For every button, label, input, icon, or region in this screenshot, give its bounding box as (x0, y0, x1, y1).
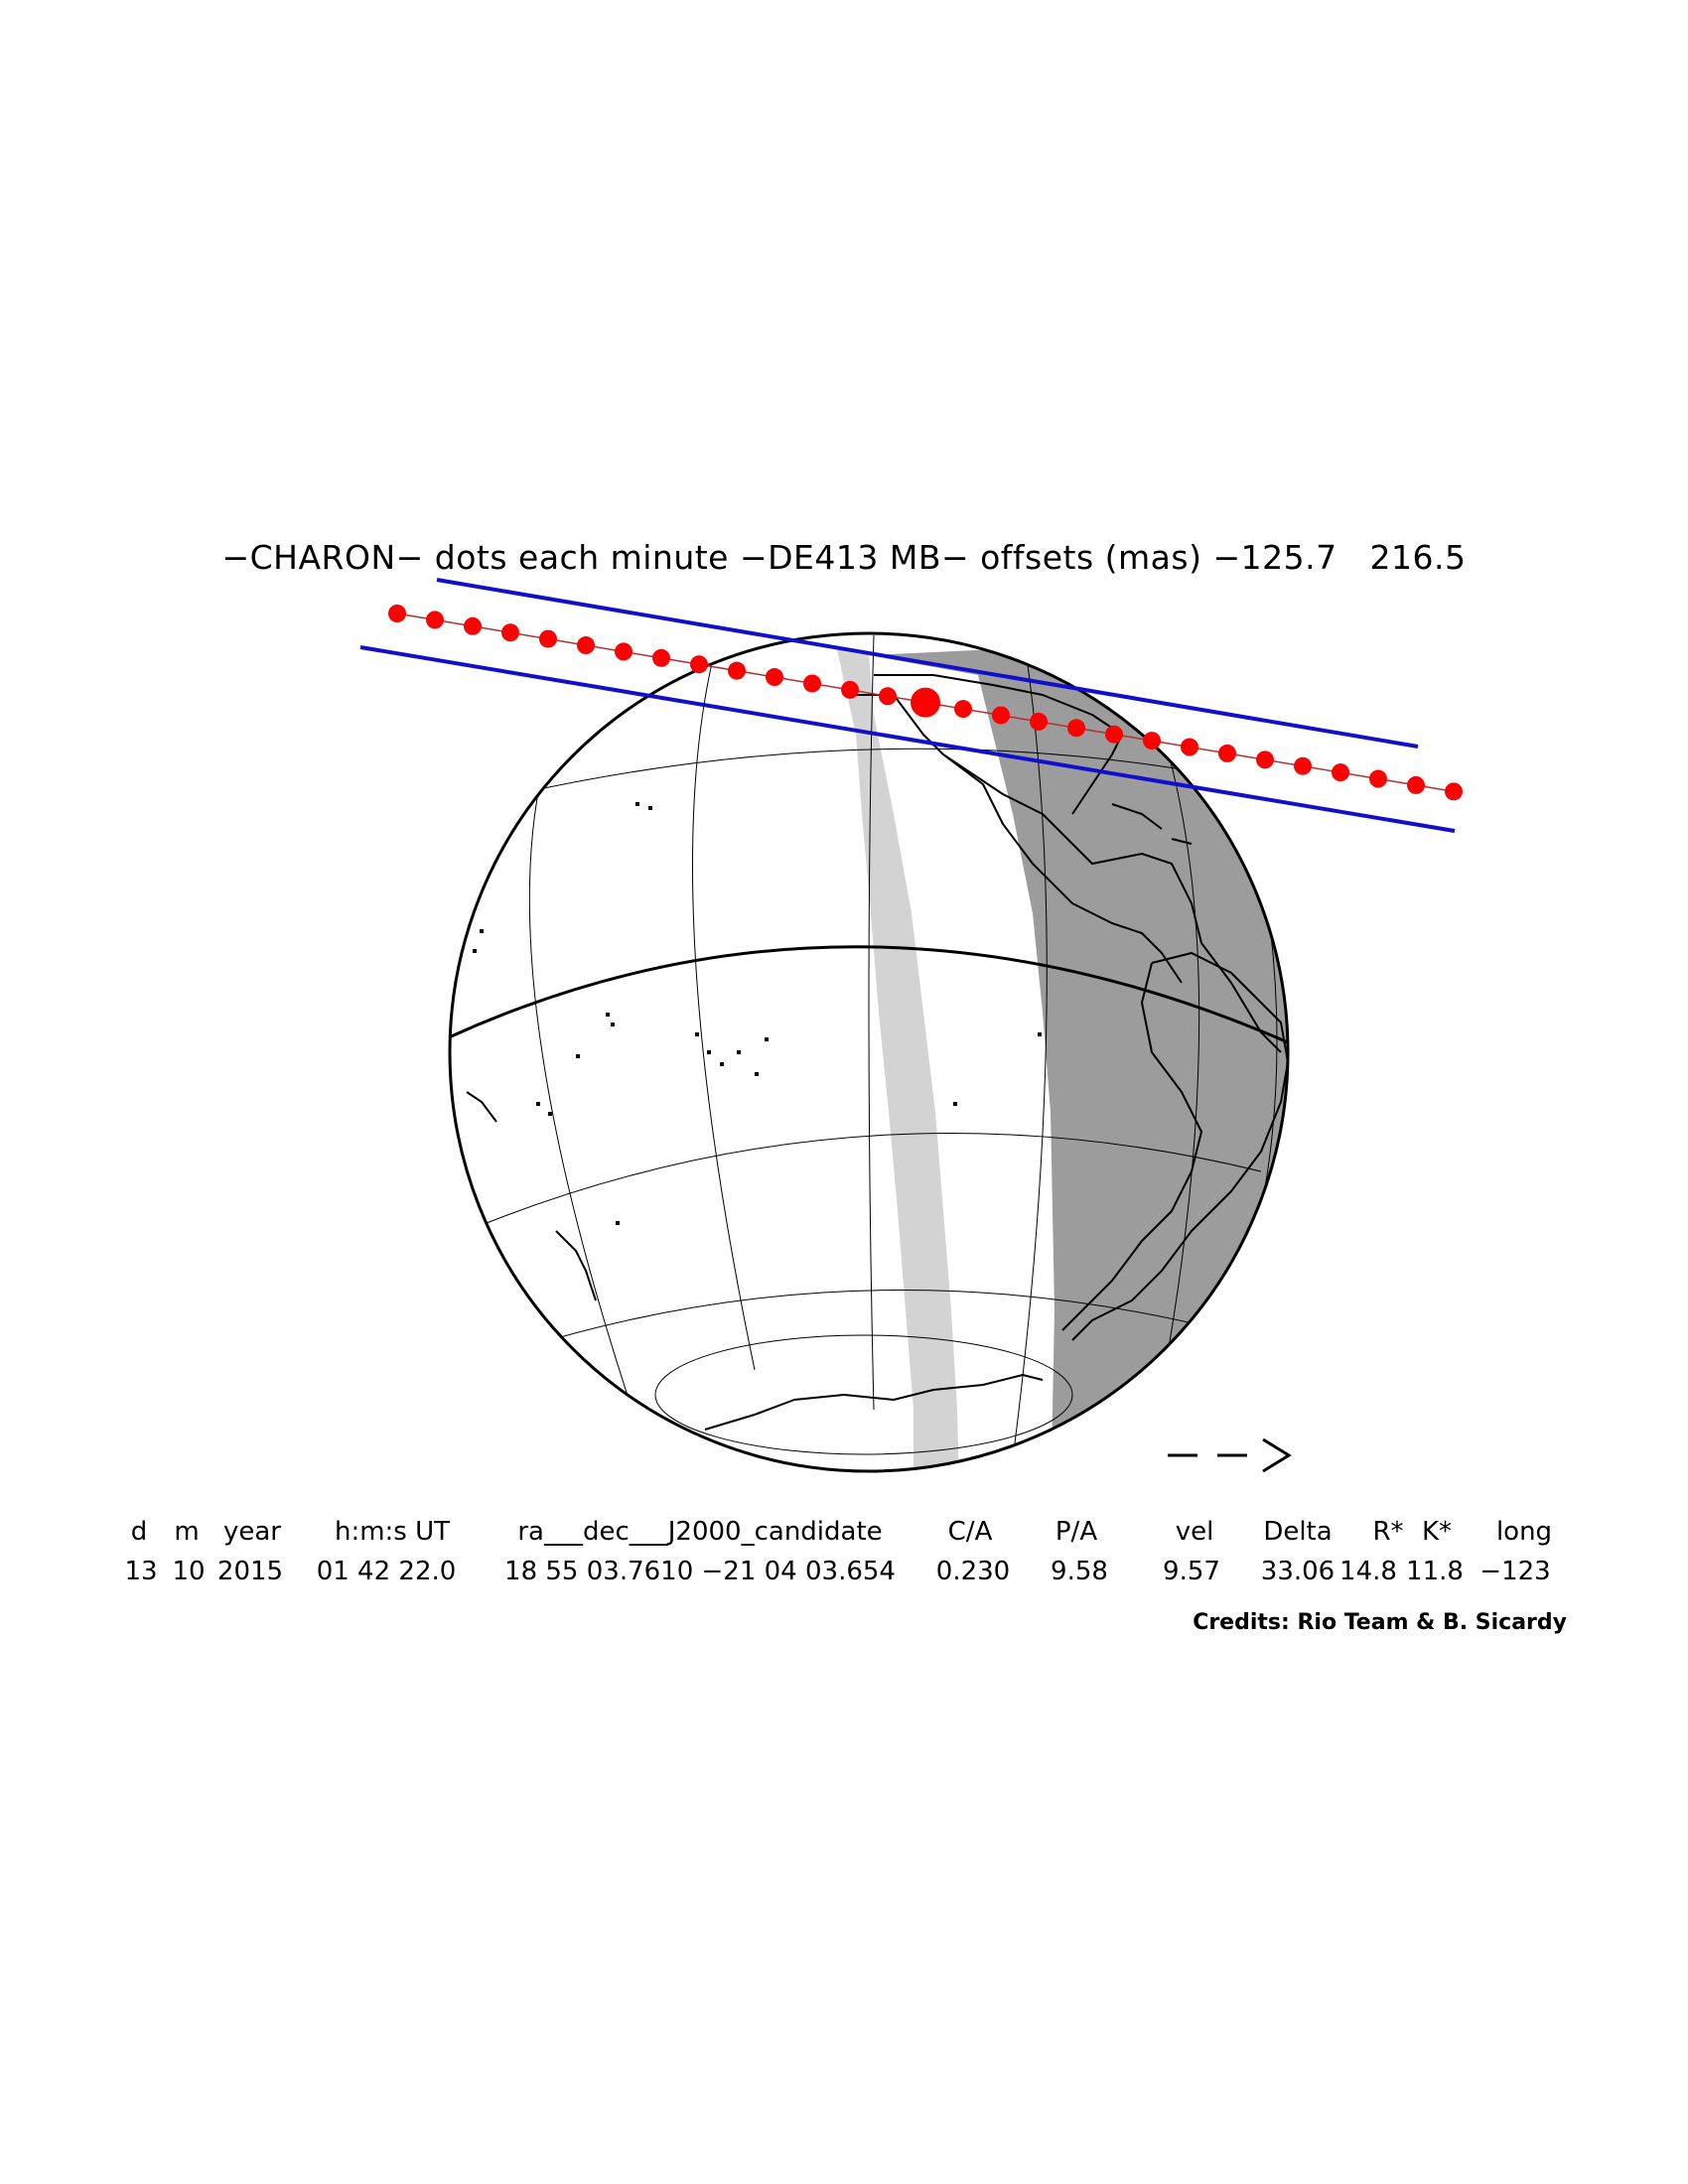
value-m: 10 (172, 1557, 206, 1586)
path-dots (388, 605, 1463, 801)
globe-outline (448, 631, 1290, 1473)
minute-dot (1067, 719, 1085, 738)
value-vel: 9.57 (1163, 1557, 1220, 1586)
coastlines (466, 674, 1288, 1431)
value-delta: 33.06 (1260, 1557, 1336, 1586)
minute-dot (1218, 744, 1236, 762)
closest-approach-dot (911, 687, 940, 718)
value-d: 13 (124, 1557, 158, 1586)
minute-dot (1105, 725, 1123, 744)
minute-dot (388, 605, 406, 622)
minute-dot (1256, 751, 1274, 769)
twilight-zone (836, 645, 959, 1471)
minute-dot (766, 668, 783, 687)
value-ca: 0.230 (935, 1557, 1011, 1586)
minute-dot (879, 687, 897, 706)
shadow-limit-north (436, 578, 1419, 749)
minute-dot (841, 680, 859, 699)
minute-dot (992, 706, 1010, 725)
minute-dot (652, 648, 670, 667)
pacific-islands (473, 802, 1042, 1225)
header-delta: Delta (1263, 1517, 1333, 1547)
header-long: long (1495, 1517, 1553, 1547)
parallels (466, 748, 1262, 1455)
minute-dot (1445, 782, 1463, 801)
minute-dot (728, 661, 746, 680)
header-d: d (130, 1517, 148, 1547)
night-zone (869, 635, 1288, 1471)
header-rstar: R* (1372, 1517, 1404, 1547)
value-pa: 9.58 (1051, 1557, 1108, 1586)
minute-dot (1369, 769, 1387, 788)
value-year: 2015 (216, 1557, 284, 1586)
minute-dot (501, 623, 519, 642)
minute-dot (1332, 763, 1349, 782)
header-m: m (174, 1517, 200, 1547)
chart-title: −CHARON− dots each minute −DE413 MB− off… (221, 538, 1467, 577)
table-header-row: d m year h:m:s UT ra___dec___J2000_candi… (0, 1517, 1688, 1553)
minute-dot (1294, 756, 1312, 775)
minute-dot (690, 655, 708, 674)
equator (450, 945, 1288, 1044)
minute-dot (1143, 732, 1161, 751)
direction-arrow (1168, 1437, 1292, 1473)
minute-dot (539, 629, 557, 648)
table-value-row: 13 10 2015 01 42 22.0 18 55 03.7610 −21 … (0, 1557, 1688, 1592)
header-ca: C/A (947, 1517, 993, 1547)
header-vel: vel (1175, 1517, 1214, 1547)
minute-dot (1181, 738, 1198, 756)
value-radec: 18 55 03.7610 −21 04 03.654 (504, 1557, 896, 1586)
credits: Credits: Rio Team & B. Sicardy (1193, 1610, 1567, 1635)
header-radec: ra___dec___J2000_candidate (517, 1517, 883, 1547)
value-rstar: 14.8 (1339, 1557, 1397, 1586)
value-long: −123 (1479, 1557, 1551, 1586)
header-year: year (222, 1517, 282, 1547)
header-time: h:m:s UT (334, 1517, 451, 1547)
value-time: 01 42 22.0 (316, 1557, 457, 1586)
value-kstar: 11.8 (1406, 1557, 1464, 1586)
minute-dot (1407, 775, 1425, 794)
header-kstar: K* (1421, 1517, 1453, 1547)
minute-dot (615, 642, 633, 661)
minute-dot (954, 700, 972, 719)
minute-dot (464, 616, 482, 635)
minute-dot (426, 611, 444, 629)
header-pa: P/A (1055, 1517, 1098, 1547)
shadow-limit-south (359, 645, 1456, 833)
minute-dot (803, 674, 821, 693)
minute-dot (577, 636, 595, 655)
minute-dot (1030, 712, 1048, 731)
